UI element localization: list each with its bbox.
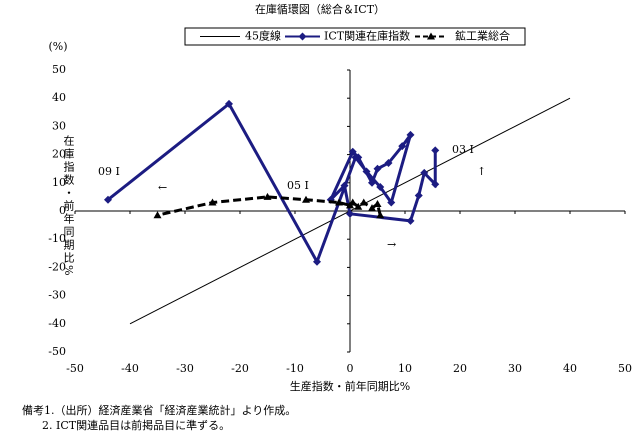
annotation: 03 I [452, 143, 474, 156]
note: 2. ICT関連品目は前掲品目に準ずる。 [42, 418, 230, 432]
x-tick-label: 30 [508, 362, 522, 375]
y-tick-label: -30 [48, 289, 66, 302]
triangle-marker [373, 199, 382, 207]
diamond-marker [104, 195, 112, 204]
legend-label: 45度線 [245, 29, 281, 43]
y-axis-label: 在庫指数・前年同期比% [62, 135, 75, 278]
x-tick-label: -40 [121, 362, 139, 375]
triangle-marker [153, 211, 162, 219]
annotation: 05 I [287, 179, 309, 192]
diamond-marker [384, 159, 393, 168]
y-tick-label: -20 [48, 260, 66, 273]
x-tick-label: 0 [347, 362, 354, 375]
triangle-marker [376, 211, 385, 219]
x-axis-label: 生産指数・前年同期比% [290, 379, 410, 393]
diamond-marker [362, 167, 371, 176]
triangle-marker [335, 198, 343, 206]
diamond-marker [376, 183, 385, 192]
annotation: → [387, 238, 396, 251]
triangle-marker [346, 201, 354, 209]
diamond-marker [387, 198, 396, 207]
diamond-marker [406, 216, 415, 225]
diamond-marker [398, 142, 407, 151]
y-tick-label: 50 [52, 63, 66, 76]
y-tick-label: 20 [52, 148, 66, 161]
triangle-marker [354, 202, 363, 210]
legend-label: 鉱工業総合 [455, 29, 510, 43]
triangle-marker [359, 198, 368, 206]
diamond-marker [431, 180, 440, 189]
series-line [107, 101, 437, 266]
diamond-marker [348, 147, 357, 156]
triangle-marker [263, 192, 272, 200]
x-tick-label: -50 [66, 362, 84, 375]
y-tick-label: 40 [52, 91, 66, 104]
y-tick-label: 10 [52, 176, 66, 189]
diamond-marker [298, 32, 307, 41]
annotation: 09 I [98, 165, 120, 178]
diamond-marker [368, 178, 376, 187]
diamond-marker [373, 164, 382, 173]
diamond-marker [313, 257, 321, 266]
x-tick-label: 40 [563, 362, 577, 375]
chart-title: 在庫循環図（総合＆ICT） [255, 2, 385, 16]
x-tick-label: 50 [618, 362, 632, 375]
triangle-marker [302, 195, 310, 203]
y-tick-label: -50 [48, 345, 66, 358]
legend-label: ICT関連在庫指数 [324, 29, 410, 43]
triangle-marker [368, 204, 376, 212]
legend-box [184, 27, 526, 46]
y-tick-label: 0 [59, 204, 66, 217]
x-tick-label: 10 [398, 362, 412, 375]
x-tick-label: -10 [286, 362, 304, 375]
diamond-marker [406, 130, 415, 139]
x-tick-label: 20 [453, 362, 467, 375]
diamond-marker [420, 168, 429, 177]
diamond-marker [346, 209, 354, 218]
triangle-marker [208, 198, 217, 206]
diamond-marker [340, 181, 349, 190]
note: 備考1.（出所）経済産業省「経済産業統計」より作成。 [22, 403, 296, 417]
y-tick-label: -40 [48, 317, 66, 330]
diamond-marker [351, 153, 360, 162]
y-tick-label: 30 [52, 119, 66, 132]
diamond-marker [414, 191, 423, 200]
annotation: ← [158, 181, 167, 194]
diamond-marker [431, 146, 440, 155]
diamond-marker [225, 99, 233, 108]
triangle-marker [427, 32, 435, 40]
annotation: ↑ [477, 165, 486, 178]
y-tick-label: -10 [48, 232, 66, 245]
x-tick-label: -20 [231, 362, 249, 375]
x-tick-label: -30 [176, 362, 194, 375]
y-unit: (%) [48, 40, 67, 53]
